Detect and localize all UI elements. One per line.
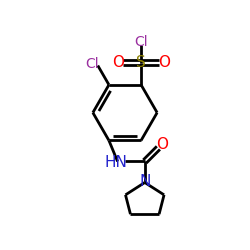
Text: HN: HN [105,155,128,170]
Text: O: O [156,138,168,152]
Text: O: O [158,55,170,70]
Text: Cl: Cl [134,35,148,49]
Text: S: S [136,55,146,70]
Text: O: O [112,55,124,70]
Text: Cl: Cl [86,57,99,71]
Text: N: N [139,174,150,189]
